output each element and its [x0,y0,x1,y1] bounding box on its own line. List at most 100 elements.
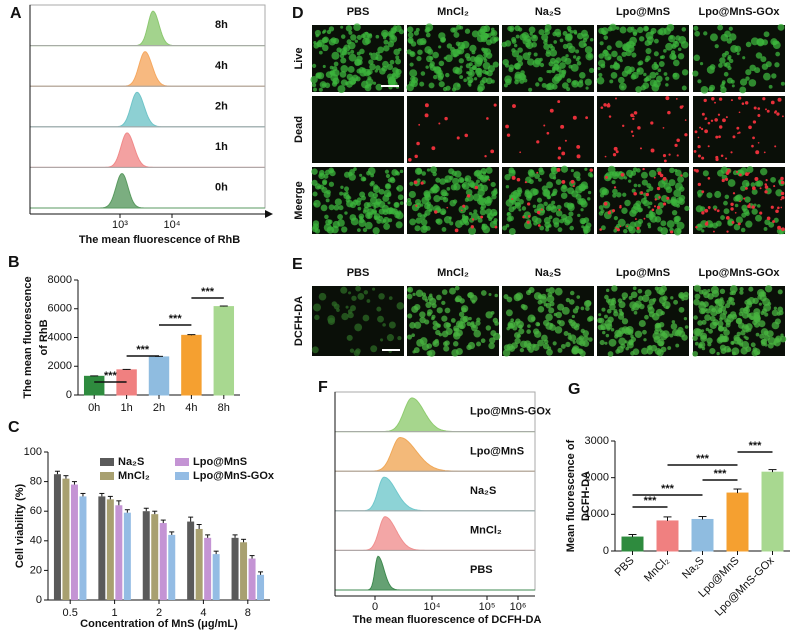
bar [761,471,784,552]
cell-dot [406,200,412,207]
cell-dot [714,101,716,104]
cell-dot [488,342,495,350]
cell-dot [555,311,563,319]
cell-dot [627,225,634,232]
cell-dot [694,293,701,300]
cell-dot [509,194,516,202]
cell-dot [693,25,699,31]
cell-dot [479,183,483,187]
cell-dot [316,39,325,48]
cell-dot [367,76,372,81]
cell-dot [624,199,631,207]
cell-dot [737,96,742,100]
cell-dot [354,323,363,332]
x-tick-label: 8 [245,607,251,619]
cell-dot [777,289,783,295]
cell-dot [490,181,496,188]
cell-dot [346,334,353,341]
cell-dot [606,45,612,51]
cell-dot [325,71,333,78]
cell-dot [384,183,392,190]
cell-dot [645,192,650,197]
cell-dot [549,322,554,327]
cell-dot [490,29,498,37]
cell-dot [348,291,352,295]
cell-dot [532,188,539,195]
bar [213,306,235,396]
cell-dot [724,194,730,200]
cell-dot [670,50,676,55]
cell-dot [580,219,586,225]
cell-dot [649,79,657,87]
cell-dot [411,305,419,313]
cell-dot [527,324,531,328]
cell-dot [508,206,515,213]
cell-dot [617,298,623,304]
cell-dot [703,31,708,36]
cell-dot [765,178,768,182]
cell-dot [633,191,637,196]
cell-dot [681,105,684,108]
cell-dot [488,217,493,222]
cell-dot [589,168,594,172]
cell-dot [451,87,457,92]
cell-dot [552,341,557,346]
track-frame [334,549,536,591]
cell-dot [642,82,650,90]
cell-dot [350,49,355,54]
cell-dot [419,81,425,87]
cell-dot [485,166,493,174]
row-label: Meerge [293,181,305,220]
cell-dot [327,315,336,324]
cell-dot [613,216,618,221]
cell-dot [771,73,777,79]
cell-dot [445,322,452,328]
cell-dot [416,339,424,347]
cell-dot [346,73,353,81]
cell-dot [582,330,590,337]
cell-dot [763,31,770,38]
bar [83,375,105,396]
cell-dot [684,119,687,121]
cell-dot [656,205,661,210]
cell-dot [439,178,446,185]
cell-dot [672,72,678,78]
cell-dot [511,169,516,174]
cell-dot [596,76,605,85]
track-label: 1h [215,141,228,153]
cell-dot [704,314,711,321]
cell-dot [725,177,729,181]
cell-dot [511,200,517,205]
cell-dot [707,177,711,180]
bar [53,474,61,600]
cell-dot [755,52,763,59]
cell-dot [534,57,542,65]
cell-dot [720,215,725,220]
cell-dot [483,48,491,56]
cell-dot [463,78,468,83]
cell-dot [607,351,614,357]
cell-dot [700,86,709,94]
cell-dot [730,151,733,154]
cell-dot [598,313,602,317]
cell-dot [467,70,475,78]
cell-dot [313,303,322,312]
cell-dot [522,215,525,219]
cell-dot [678,198,685,205]
cell-dot [421,343,430,351]
cell-dot [578,40,586,48]
bar [151,514,159,600]
cell-dot [341,312,349,321]
cell-dot [432,324,438,331]
cell-dot [603,103,607,107]
cell-dot [389,59,395,65]
cell-dot [557,146,562,150]
cell-dot [449,287,456,295]
cell-dot [314,29,321,36]
cell-dot [615,150,619,154]
cell-dot [360,176,366,182]
cell-dot [575,305,580,311]
cell-dot [475,320,481,326]
cell-dot [731,290,736,296]
cell-dot [751,188,758,195]
